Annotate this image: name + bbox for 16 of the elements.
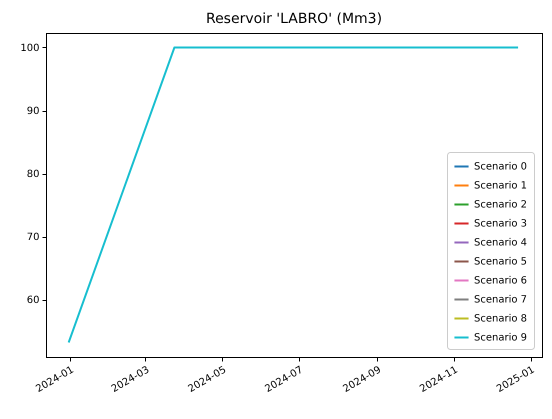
y-tick-label: 60 [26,295,40,306]
legend-label: Scenario 2 [474,200,528,210]
legend-label: Scenario 1 [474,180,528,192]
legend-label: Scenario 7 [474,294,528,306]
legend-label: Scenario 5 [474,256,528,268]
legend-label: Scenario 4 [474,238,528,248]
legend-label: Scenario 3 [474,218,528,230]
y-tick-label: 80 [26,169,40,180]
legend-label: Scenario 6 [474,276,528,286]
legend-label: Scenario 0 [474,162,528,172]
legend-label: Scenario 8 [474,314,528,324]
y-tick-label: 100 [20,43,40,54]
chart-title: Reservoir 'LABRO' (Mm3) [206,11,382,27]
legend-label: Scenario 9 [474,332,528,344]
y-tick-label: 90 [26,106,40,118]
y-tick-label: 70 [26,232,40,244]
